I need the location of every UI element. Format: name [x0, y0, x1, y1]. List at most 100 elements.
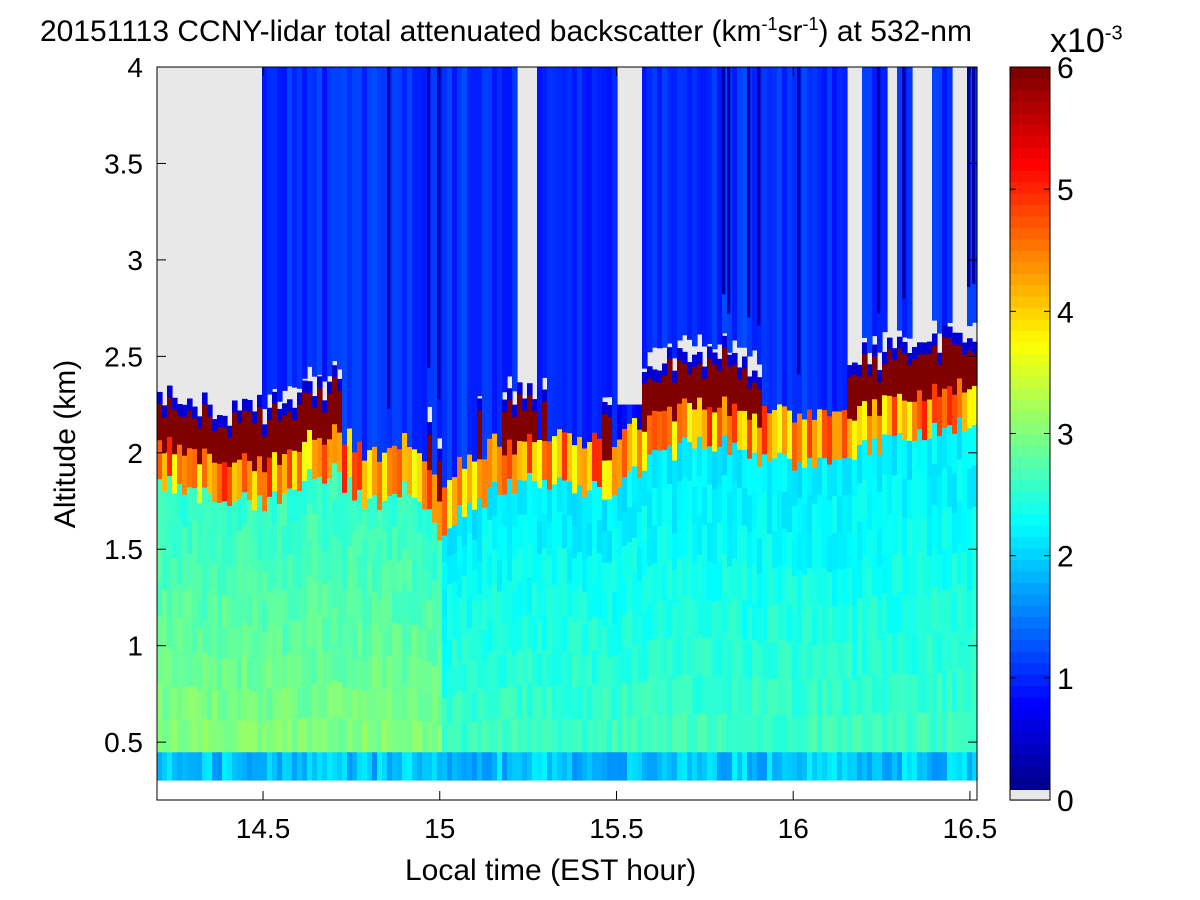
- heatmap-cell: [442, 670, 448, 699]
- heatmap-cell: [182, 655, 188, 688]
- heatmap-cell: [737, 525, 743, 564]
- heatmap-cell: [712, 364, 718, 413]
- heatmap-cell: [362, 460, 368, 509]
- heatmap-cell: [772, 751, 778, 781]
- colorbar-segment: [1010, 364, 1050, 377]
- heatmap-cell: [862, 67, 868, 338]
- heatmap-cell: [427, 422, 433, 435]
- heatmap-cell: [892, 751, 898, 781]
- heatmap-cell: [927, 341, 933, 354]
- heatmap-cell: [402, 67, 408, 433]
- heatmap-cell: [807, 714, 813, 753]
- heatmap-cell: [507, 683, 513, 719]
- heatmap-cell: [337, 716, 343, 753]
- heatmap-cell: [927, 634, 933, 674]
- heatmap-cell: [257, 446, 263, 496]
- heatmap-cell: [717, 446, 723, 485]
- heatmap-cell: [892, 514, 898, 555]
- heatmap-cell: [952, 385, 958, 434]
- heatmap-cell: [712, 402, 718, 452]
- heatmap-cell: [857, 674, 863, 714]
- heatmap-cell: [377, 630, 383, 662]
- colorbar-segment: [1010, 593, 1050, 606]
- heatmap-cell: [427, 660, 433, 692]
- heatmap-cell: [792, 67, 798, 423]
- heatmap-cell: [307, 716, 313, 753]
- heatmap-cell: [197, 751, 203, 781]
- heatmap-cell: [652, 381, 658, 411]
- heatmap-cell: [312, 396, 318, 409]
- heatmap-cell: [672, 382, 678, 422]
- colorbar-segment: [1010, 605, 1050, 618]
- heatmap-cell: [482, 598, 488, 630]
- heatmap-cell: [422, 630, 428, 662]
- heatmap-cell: [942, 548, 948, 591]
- heatmap-cell: [437, 566, 443, 594]
- heatmap-cell: [827, 464, 833, 501]
- heatmap-cell: [367, 497, 373, 531]
- heatmap-cell: [442, 589, 448, 617]
- heatmap-cell: [382, 563, 388, 596]
- colorbar-segment: [1010, 250, 1050, 263]
- heatmap-cell: [867, 751, 873, 781]
- heatmap-cell: [682, 476, 688, 517]
- heatmap-cell: [227, 597, 233, 630]
- heatmap-cell: [887, 474, 893, 515]
- heatmap-cell: [672, 678, 678, 716]
- heatmap-cell: [502, 751, 508, 781]
- heatmap-cell: [512, 654, 518, 688]
- heatmap-cell: [857, 713, 863, 753]
- heatmap-cell: [457, 456, 463, 506]
- heatmap-cell: [457, 628, 463, 660]
- heatmap-cell: [262, 540, 268, 572]
- heatmap-cell: [192, 718, 198, 753]
- heatmap-cell: [572, 719, 578, 753]
- heatmap-cell: [407, 559, 413, 592]
- heatmap-cell: [212, 430, 218, 463]
- colorbar-segment: [1010, 685, 1050, 698]
- heatmap-cell: [442, 697, 448, 726]
- heatmap-cell: [537, 652, 543, 687]
- heatmap-cell: [432, 579, 438, 609]
- heatmap-cell: [377, 600, 383, 632]
- heatmap-cell: [257, 406, 263, 457]
- heatmap-cell: [547, 489, 553, 523]
- heatmap-cell: [242, 524, 248, 558]
- heatmap-cell: [742, 751, 748, 781]
- colorbar-segment: [1010, 467, 1050, 480]
- heatmap-cell: [397, 448, 403, 498]
- heatmap-cell: [792, 470, 798, 506]
- heatmap-cell: [672, 532, 678, 570]
- heatmap-cell: [462, 722, 468, 753]
- heatmap-cell: [887, 434, 893, 475]
- heatmap-cell: [512, 416, 518, 455]
- colorbar-segment: [1010, 742, 1050, 755]
- heatmap-cell: [742, 562, 748, 602]
- heatmap-cell: [612, 526, 618, 560]
- heatmap-cell: [877, 406, 883, 455]
- heatmap-cell: [857, 751, 863, 781]
- heatmap-cell: [317, 614, 323, 650]
- heatmap-cell: [397, 719, 403, 753]
- heatmap-cell: [607, 405, 613, 418]
- heatmap-cell: [162, 490, 168, 525]
- heatmap-cell: [492, 717, 498, 753]
- heatmap-cell: [612, 558, 618, 592]
- heatmap-cell: [412, 592, 418, 625]
- heatmap-cell: [622, 579, 628, 615]
- heatmap-cell: [867, 603, 873, 641]
- heatmap-cell: [727, 566, 733, 604]
- heatmap-cell: [892, 348, 898, 361]
- heatmap-cell: [202, 685, 208, 720]
- heatmap-cell: [752, 564, 758, 603]
- heatmap-cell: [677, 597, 683, 637]
- heatmap-cell: [607, 498, 613, 532]
- heatmap-cell: [817, 604, 823, 642]
- heatmap-cell: [967, 630, 973, 672]
- heatmap-cell: [902, 478, 908, 518]
- heatmap-cell: [272, 751, 278, 781]
- heatmap-cell: [707, 560, 713, 600]
- heatmap-cell: [362, 660, 368, 692]
- heatmap-cell: [612, 623, 618, 656]
- heatmap-cell: [422, 569, 428, 601]
